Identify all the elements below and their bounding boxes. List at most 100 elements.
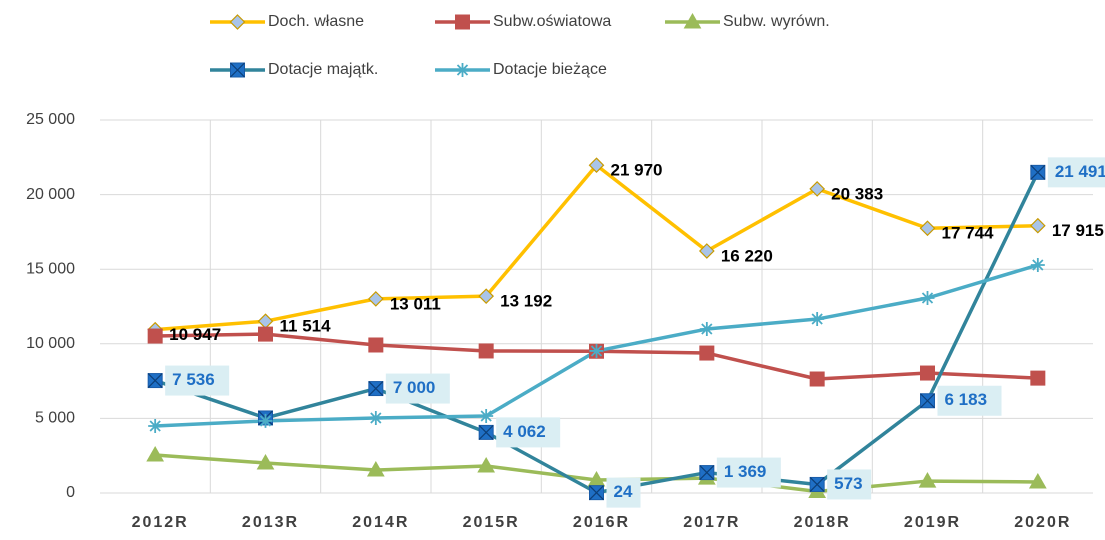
data-point: [256, 454, 275, 470]
marker-shape: [920, 290, 935, 305]
data-point: [918, 472, 937, 488]
marker-shape: [478, 288, 495, 305]
data-label: 1 369: [724, 462, 767, 481]
marker-shape: [478, 343, 494, 359]
marker-shape: [146, 445, 165, 462]
data-point: [809, 371, 825, 387]
y-tick-label: 0: [66, 484, 75, 501]
data-point: [478, 343, 494, 359]
marker-shape: [477, 456, 496, 473]
data-point: [919, 220, 936, 237]
data-point: [146, 445, 165, 462]
marker-shape: [809, 477, 825, 492]
y-tick-label: 20 000: [26, 186, 75, 203]
data-label: 17 915: [1052, 221, 1104, 240]
data-point: [258, 413, 273, 428]
data-label: 16 220: [721, 246, 773, 265]
data-point: [699, 322, 714, 337]
data-point: [589, 343, 604, 358]
data-point: [479, 409, 494, 424]
marker-shape: [147, 373, 163, 388]
legend-marker: [230, 62, 245, 78]
series-line: [155, 163, 1038, 332]
marker-shape: [148, 419, 163, 434]
data-label-bg: [165, 365, 230, 396]
legend-label: Dotacje majątk.: [268, 61, 378, 78]
y-tick-label: 5 000: [35, 410, 75, 427]
data-point: [368, 381, 384, 397]
data-point: [810, 312, 825, 327]
marker-shape: [258, 326, 273, 342]
data-label-bg: [827, 469, 872, 500]
marker-shape: [455, 14, 470, 30]
data-point: [698, 243, 715, 259]
data-point: [699, 465, 715, 481]
marker-shape: [809, 181, 826, 197]
data-label-bg: [937, 385, 1002, 416]
data-label: 7 000: [393, 378, 436, 397]
data-label: 21 491: [1055, 162, 1105, 181]
data-label: 573: [834, 474, 862, 493]
legend-label: Subw.oświatowa: [493, 13, 611, 30]
data-point: [809, 181, 826, 197]
marker-shape: [588, 157, 605, 174]
marker-shape: [920, 365, 935, 381]
data-point: [478, 424, 494, 440]
data-point: [1030, 258, 1045, 273]
data-point: [148, 419, 163, 434]
data-point: [699, 345, 715, 361]
data-point: [368, 337, 384, 353]
x-tick-label: 2014R: [352, 514, 409, 531]
legend-label: Doch. własne: [268, 13, 364, 30]
legend-label: Dotacje bieżące: [493, 61, 607, 78]
marker-shape: [368, 337, 384, 353]
marker-shape: [368, 381, 384, 396]
data-point: [147, 373, 163, 389]
data-point: [920, 393, 935, 409]
marker-shape: [699, 345, 715, 361]
data-point: [258, 326, 273, 342]
marker-shape: [810, 312, 825, 327]
marker-shape: [229, 14, 246, 30]
y-tick-label: 15 000: [26, 260, 75, 277]
marker-shape: [589, 485, 604, 501]
legend-label: Subw. wyrówn.: [723, 13, 830, 30]
legend-marker: [229, 14, 246, 30]
data-point: [257, 313, 274, 330]
data-point: [1030, 164, 1046, 180]
data-point: [366, 461, 385, 477]
marker-shape: [147, 328, 163, 344]
data-label: 7 536: [172, 370, 215, 389]
marker-shape: [919, 220, 936, 237]
marker-shape: [1030, 164, 1046, 180]
x-tick-label: 2012R: [132, 514, 189, 531]
marker-shape: [920, 393, 935, 409]
marker-shape: [918, 472, 937, 488]
data-label: 20 383: [831, 184, 883, 203]
legend-marker: [455, 14, 470, 30]
marker-shape: [230, 62, 245, 78]
data-label-bg: [716, 457, 781, 488]
data-label: 4 062: [503, 422, 546, 441]
marker-shape: [478, 424, 494, 440]
data-label: 13 192: [500, 292, 552, 311]
marker-shape: [809, 371, 825, 387]
data-label: 6 183: [945, 390, 988, 409]
x-tick-label: 2018R: [794, 514, 851, 531]
x-tick-label: 2016R: [573, 514, 630, 531]
marker-shape: [699, 322, 714, 337]
x-tick-label: 2013R: [242, 514, 299, 531]
marker-shape: [1030, 258, 1045, 273]
data-label-bg: [606, 477, 641, 508]
marker-shape: [256, 454, 275, 470]
data-point: [368, 410, 383, 425]
data-label: 21 970: [611, 161, 663, 180]
data-point: [920, 290, 935, 305]
data-label-bg: [496, 417, 561, 448]
data-point: [588, 157, 605, 174]
y-tick-label: 25 000: [26, 111, 75, 128]
data-label: 13 011: [390, 294, 441, 313]
marker-shape: [479, 409, 494, 424]
data-point: [478, 288, 495, 305]
